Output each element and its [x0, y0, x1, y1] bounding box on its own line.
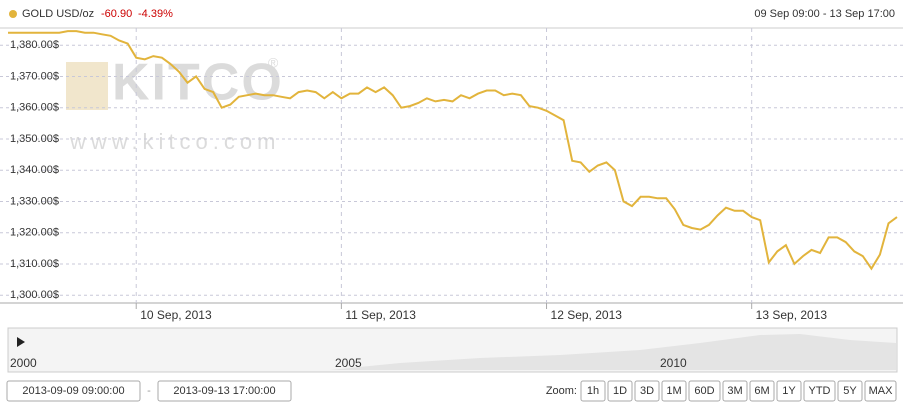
range-from[interactable]: 2013-09-09 09:00:00 — [6, 380, 141, 402]
range-to-box[interactable] — [157, 380, 292, 402]
y-tick-label: 1,310.00$ — [10, 258, 59, 270]
navigator-label: 2010 — [660, 356, 687, 370]
zoom-button-box[interactable] — [661, 380, 687, 402]
zoom-button-box[interactable] — [864, 380, 897, 402]
zoom-label: Zoom: — [546, 385, 577, 397]
zoom-button-text: 1h — [587, 385, 599, 397]
zoom-button[interactable]: 6M — [749, 380, 775, 402]
change-pct: -4.39% — [138, 8, 173, 20]
range-to[interactable]: 2013-09-13 17:00:00 — [157, 380, 292, 402]
x-tick-label: 11 Sep, 2013 — [345, 308, 416, 322]
zoom-button[interactable]: 1Y — [776, 380, 802, 402]
watermark-mark: ® — [268, 55, 279, 71]
navigator-play[interactable] — [17, 337, 25, 347]
zoom-button-box[interactable] — [722, 380, 748, 402]
navigator-label: 2005 — [335, 356, 362, 370]
zoom-button-text: 60D — [694, 385, 714, 397]
zoom-button-box[interactable] — [749, 380, 775, 402]
y-tick-label: 1,320.00$ — [10, 227, 59, 239]
price-line — [8, 30, 898, 271]
range-from-text: 2013-09-09 09:00:00 — [22, 385, 124, 397]
y-tick-label: 1,360.00$ — [10, 102, 59, 114]
x-tick-label: 10 Sep, 2013 — [140, 308, 212, 322]
y-tick-label: 1,350.00$ — [10, 133, 59, 145]
x-tick-label: 13 Sep, 2013 — [756, 308, 828, 322]
x-tick-label: 12 Sep, 2013 — [551, 308, 623, 322]
range-to-text: 2013-09-13 17:00:00 — [173, 385, 275, 397]
y-tick-label: 1,380.00$ — [10, 39, 59, 51]
zoom-button[interactable]: MAX — [864, 380, 897, 402]
range-separator: - — [147, 385, 151, 397]
change: -60.90 — [101, 8, 132, 20]
zoom-button-text: 6M — [754, 385, 769, 397]
y-tick-label: 1,300.00$ — [10, 289, 59, 301]
zoom-button-text: 3M — [727, 385, 742, 397]
zoom-button-box[interactable] — [634, 380, 660, 402]
zoom-button[interactable]: 60D — [688, 380, 721, 402]
watermark: KITCO ® www.kitco.com — [66, 54, 284, 154]
zoom-button-box[interactable] — [580, 380, 606, 402]
zoom-button-box[interactable] — [837, 380, 863, 402]
zoom-button[interactable]: 1D — [607, 380, 633, 402]
zoom-button[interactable]: 5Y — [837, 380, 863, 402]
zoom-button-box[interactable] — [776, 380, 802, 402]
zoom-button-box[interactable] — [803, 380, 836, 402]
zoom-button[interactable]: 3D — [634, 380, 660, 402]
zoom-button-text: 3D — [640, 385, 654, 397]
watermark-icon — [66, 62, 108, 110]
zoom-button-text: 1M — [666, 385, 681, 397]
watermark-logo: KITCO — [112, 54, 284, 112]
zoom-button-text: 5Y — [843, 385, 857, 397]
zoom-button[interactable]: 1M — [661, 380, 687, 402]
date-range: 09 Sep 09:00 - 13 Sep 17:00 — [754, 8, 895, 20]
zoom-button[interactable]: YTD — [803, 380, 836, 402]
zoom-button-box[interactable] — [607, 380, 633, 402]
zoom-button[interactable]: 3M — [722, 380, 748, 402]
zoom-button-text: YTD — [809, 385, 831, 397]
watermark-url: www.kitco.com — [69, 129, 280, 154]
legend-marker — [9, 10, 17, 18]
zoom-button[interactable]: 1h — [580, 380, 606, 402]
legend-label: GOLD USD/oz — [22, 8, 94, 20]
y-tick-label: 1,330.00$ — [10, 195, 59, 207]
zoom-button-text: 1Y — [782, 385, 796, 397]
zoom-button-text: 1D — [613, 385, 627, 397]
zoom-button-box[interactable] — [688, 380, 721, 402]
y-tick-label: 1,340.00$ — [10, 164, 59, 176]
navigator-area — [330, 334, 896, 370]
y-tick-label: 1,370.00$ — [10, 70, 59, 82]
zoom-button-text: MAX — [869, 385, 894, 397]
navigator-label: 2000 — [10, 356, 37, 370]
range-from-box[interactable] — [6, 380, 141, 402]
